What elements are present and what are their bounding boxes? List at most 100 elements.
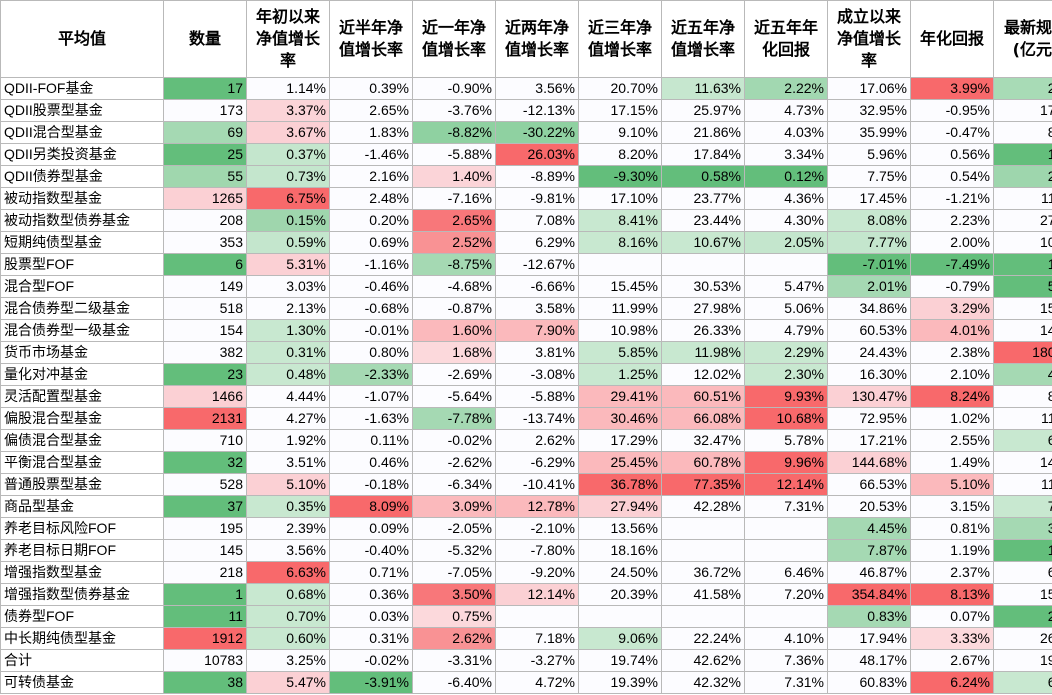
value-cell: 15.15 <box>993 583 1052 606</box>
value-cell: 25.97% <box>661 99 745 122</box>
fund-count-cell: 25 <box>163 143 247 166</box>
fund-count-cell: 208 <box>163 209 247 232</box>
value-cell: 7.20% <box>744 583 828 606</box>
value-cell: 2.62% <box>412 627 496 650</box>
value-cell <box>744 253 828 276</box>
value-cell: 8.16% <box>578 231 662 254</box>
header-cell: 年初以来净值增长率 <box>246 0 330 78</box>
table-row: QDII债券型基金 55 0.73% 2.16% 1.40% -8.89% -9.30% 0.… <box>0 165 1052 188</box>
value-cell: -9.30% <box>578 165 662 188</box>
value-cell: 15.55 <box>993 297 1052 320</box>
value-cell: 18.16% <box>578 539 662 562</box>
table-row: 增强指数型债券基金 1 0.68% 0.36% 3.50% 12.14% 20.39% 41.… <box>0 583 1052 606</box>
value-cell: 3.15% <box>910 495 994 518</box>
table-row: 混合型FOF 149 3.03% -0.46% -4.68% -6.66% 15.45% 30… <box>0 275 1052 298</box>
fund-count-cell: 1912 <box>163 627 247 650</box>
value-cell: 11.08 <box>993 473 1052 496</box>
fund-count-cell: 1 <box>163 583 247 606</box>
table-row: QDII股票型基金 173 3.37% 2.65% -3.76% -12.13% 17.15… <box>0 99 1052 122</box>
value-cell: 12.78% <box>495 495 579 518</box>
value-cell: 4.03% <box>744 121 828 144</box>
value-cell: 2.23% <box>910 209 994 232</box>
fund-type-cell: 合计 <box>0 649 164 672</box>
value-cell: 0.80% <box>329 341 413 364</box>
header-cell: 最新规模(亿元) <box>993 0 1052 78</box>
value-cell: 21.86% <box>661 121 745 144</box>
value-cell: 0.71% <box>329 561 413 584</box>
value-cell: 3.33% <box>910 627 994 650</box>
value-cell: 2.37% <box>910 561 994 584</box>
value-cell: 5.10% <box>910 473 994 496</box>
fund-count-cell: 55 <box>163 165 247 188</box>
value-cell: 14.06 <box>993 319 1052 342</box>
value-cell: -6.34% <box>412 473 496 496</box>
value-cell: 0.31% <box>246 341 330 364</box>
value-cell: 2.65% <box>412 209 496 232</box>
fund-type-cell: 养老目标风险FOF <box>0 517 164 540</box>
fund-count-cell: 710 <box>163 429 247 452</box>
value-cell: 0.20% <box>329 209 413 232</box>
fund-type-cell: 混合型FOF <box>0 275 164 298</box>
value-cell: 60.51% <box>661 385 745 408</box>
value-cell: 2.52% <box>412 231 496 254</box>
value-cell: 32.95% <box>827 99 911 122</box>
value-cell: -6.40% <box>412 671 496 694</box>
value-cell: 7.37 <box>993 495 1052 518</box>
value-cell: 5.47% <box>744 275 828 298</box>
value-cell: 2.29% <box>744 341 828 364</box>
value-cell: 17.29% <box>578 429 662 452</box>
value-cell: 0.81% <box>910 517 994 540</box>
value-cell: 3.67% <box>246 121 330 144</box>
fund-type-cell: QDII-FOF基金 <box>0 77 164 100</box>
fund-type-cell: 平衡混合型基金 <box>0 451 164 474</box>
value-cell: 3.34% <box>744 143 828 166</box>
value-cell: 36.72% <box>661 561 745 584</box>
value-cell: -7.05% <box>412 561 496 584</box>
value-cell: 4.10% <box>744 627 828 650</box>
value-cell: 19.74% <box>578 649 662 672</box>
value-cell: 0.15% <box>246 209 330 232</box>
value-cell: -3.91% <box>329 671 413 694</box>
fund-type-cell: 偏债混合型基金 <box>0 429 164 452</box>
value-cell: 3.29% <box>910 297 994 320</box>
value-cell: 2.70 <box>993 77 1052 100</box>
table-row: 增强指数型基金 218 6.63% 0.71% -7.05% -9.20% 24.50% 36… <box>0 561 1052 584</box>
value-cell: -1.16% <box>329 253 413 276</box>
table-row: 被动指数型基金 1265 6.75% 2.48% -7.16% -9.81% 17.10% 2… <box>0 187 1052 210</box>
table-row: 养老目标日期FOF 145 3.56% -0.40% -5.32% -7.80% 18.16… <box>0 539 1052 562</box>
value-cell: 27.65 <box>993 209 1052 232</box>
fund-count-cell: 382 <box>163 341 247 364</box>
value-cell: 2.83 <box>993 605 1052 628</box>
value-cell: 6.46% <box>744 561 828 584</box>
fund-type-cell: 混合债券型一级基金 <box>0 319 164 342</box>
value-cell: 17.94% <box>827 627 911 650</box>
value-cell: -1.46% <box>329 143 413 166</box>
value-cell <box>661 539 745 562</box>
header-cell: 近五年净值增长率 <box>661 0 745 78</box>
fund-count-cell: 195 <box>163 517 247 540</box>
value-cell: -9.81% <box>495 187 579 210</box>
value-cell: 36.78% <box>578 473 662 496</box>
value-cell <box>744 517 828 540</box>
value-cell: 11.73 <box>993 407 1052 430</box>
value-cell: 2.13% <box>246 297 330 320</box>
fund-count-cell: 2131 <box>163 407 247 430</box>
value-cell: 3.03% <box>246 275 330 298</box>
value-cell: 46.87% <box>827 561 911 584</box>
value-cell: 0.35% <box>246 495 330 518</box>
value-cell: 0.69% <box>329 231 413 254</box>
value-cell: 3.09% <box>412 495 496 518</box>
value-cell: 11.98% <box>661 341 745 364</box>
value-cell: 19.28 <box>993 649 1052 672</box>
value-cell: 7.08% <box>495 209 579 232</box>
value-cell: -0.46% <box>329 275 413 298</box>
value-cell: -3.08% <box>495 363 579 386</box>
fund-count-cell: 69 <box>163 121 247 144</box>
value-cell: 6.29% <box>495 231 579 254</box>
table-row: 偏股混合型基金 2131 4.27% -1.63% -7.78% -13.74% 30.46… <box>0 407 1052 430</box>
table-row: 股票型FOF 6 5.31% -1.16% -8.75% -12.67% -7.01% -7.… <box>0 253 1052 276</box>
fund-type-cell: 灵活配置型基金 <box>0 385 164 408</box>
value-cell: 0.60% <box>246 627 330 650</box>
value-cell: -1.63% <box>329 407 413 430</box>
value-cell: 6.75% <box>246 187 330 210</box>
